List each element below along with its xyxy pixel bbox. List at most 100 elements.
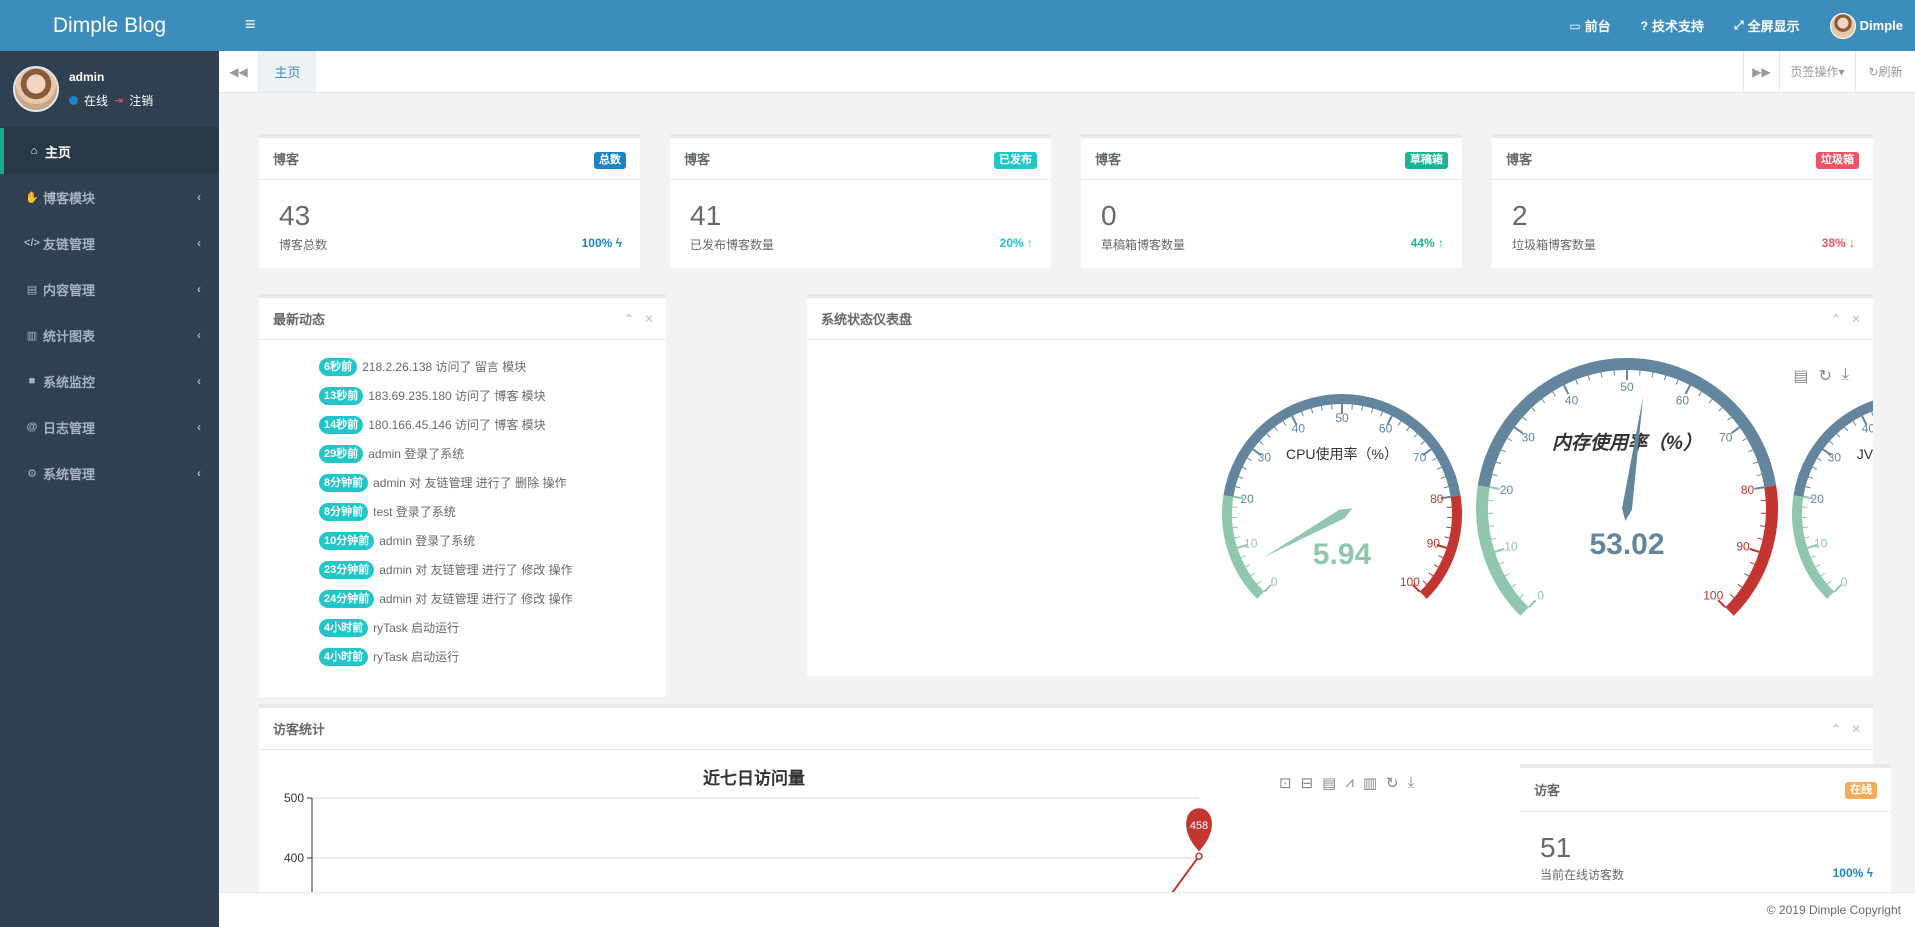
gauge-tick [1398,421,1401,425]
chevron-left-icon: ‹ [197,466,201,480]
gauge-tick-label: 0 [1537,588,1544,602]
menu-toggle-icon[interactable]: ≡ [245,14,256,35]
sidebar-item-1[interactable]: ✋ 博客模块 ‹ [0,174,219,220]
gauge-tick [1239,477,1244,479]
gauge-tick [1501,450,1506,452]
gauge-tick [1827,581,1831,584]
zoom-icon[interactable]: ⊡ [1279,774,1292,792]
gauge-tick [1233,527,1238,528]
gauge-tick [1371,408,1372,413]
activity-text: admin 登录了系统 [368,445,464,462]
sidebar-item-0[interactable]: ⌂ 主页 [0,128,219,174]
gauge-tick-label: 30 [1258,451,1272,465]
sidebar-item-label: 友链管理 [43,234,95,253]
gauge-tick [1553,392,1556,396]
gauge-tick [1491,538,1496,539]
data-point [1196,853,1202,859]
restore-icon[interactable]: ↻ [1386,774,1399,792]
visitor-title: 访客统计 [273,719,325,738]
stat-label: 垃圾箱博客数量 [1512,236,1596,253]
main-content: 博客 总数 43 博客总数 100% ϟ 博客 已发布 41 已发布博客数量 20% ↑ 博客 草稿箱… [219,94,1915,892]
gauge-tick [1444,487,1449,488]
sign-out-icon[interactable]: ⇥ [114,94,123,107]
gauge-tick [1446,527,1451,528]
stat-percent: 100% ϟ [582,236,622,250]
gauge-tick [1257,581,1261,584]
activity-text: admin 登录了系统 [379,532,475,549]
top-link-0[interactable]: ▭ 前台 [1569,16,1610,35]
gauge-tick [1512,584,1516,587]
y-tick-label: 400 [284,851,304,865]
zoom-reset-icon[interactable]: ⊟ [1301,774,1314,792]
collapse-icon[interactable]: ⌃ [624,312,634,326]
user-panel: admin 在线 ⇥ 注销 [0,51,219,128]
online-dot-icon [69,96,78,105]
collapse-icon[interactable]: ⌃ [1831,312,1841,326]
sidebar-item-2[interactable]: </> 友链管理 ‹ [0,220,219,266]
sidebar-item-3[interactable]: ▤ 内容管理 ‹ [0,266,219,312]
gauge-tick [1438,556,1443,558]
gauge-tick [1490,487,1500,489]
close-icon[interactable]: ✕ [1851,312,1861,326]
gauge-tick [1242,467,1247,469]
gauge-tick [1532,408,1535,412]
activity-text: admin 对 友链管理 进行了 删除 操作 [373,474,566,491]
list-item: 13秒前 183.69.235.180 访问了 博客 模块 [319,381,666,410]
tab-refresh-button[interactable]: ↻刷新 [1855,51,1915,92]
gauge-2: 0102030405060708090100JVM使用率（%）54.31 [1797,399,1873,595]
gauge-tick [1267,434,1270,438]
gauge-tick [1423,581,1427,584]
gauge-tick [1529,600,1536,607]
gauge-name: 内存使用率（%） [1552,432,1702,454]
tab-home[interactable]: 主页 [259,51,316,92]
hand-icon: ✋ [24,191,40,204]
gauge-tick [1758,538,1763,539]
desktop-icon: ▭ [1569,19,1580,33]
collapse-icon[interactable]: ⌃ [1831,722,1841,736]
gauge-tick [1754,487,1764,489]
top-link-2[interactable]: ⤢ 全屏显示 [1734,16,1800,35]
line-type-icon[interactable]: ⩘ [1345,774,1353,792]
data-view-icon[interactable]: ▤ [1322,774,1336,792]
close-icon[interactable]: ✕ [644,312,654,326]
bar-type-icon[interactable]: ▥ [1363,774,1377,792]
chart-title: 近七日访问量 [703,768,805,788]
stat-card: 博客 总数 43 博客总数 100% ϟ [259,134,640,268]
tab-scroll-left-icon[interactable]: ◀◀ [219,51,259,92]
time-badge: 10分钟前 [319,532,374,550]
sidebar-item-label: 系统管理 [43,464,95,483]
brand-logo[interactable]: Dimple Blog [0,0,219,51]
top-link-1[interactable]: ? 技术支持 [1641,16,1704,35]
chevron-left-icon: ‹ [197,236,201,250]
user-name[interactable]: admin [69,70,153,84]
close-icon[interactable]: ✕ [1851,722,1861,736]
visitor-panel: 访客统计 ⌃ ✕ 近七日访问量 500 400 458 ⊡ ⊟ ▤ ⩘ ▥ ↻ ⤓ 访客… [259,704,1873,892]
avatar[interactable] [13,66,59,112]
sidebar-item-6[interactable]: @ 日志管理 ‹ [0,404,219,450]
gauge-tick-label: 90 [1736,540,1750,554]
download-icon[interactable]: ⤓ [1408,774,1415,792]
online-visitor-label: 当前在线访客数 [1540,866,1624,883]
user-menu[interactable]: Dimple [1830,13,1903,39]
gauge-tick-label: 90 [1427,537,1441,551]
gauge-tick-label: 70 [1719,430,1733,444]
logout-link[interactable]: 注销 [129,92,153,109]
tab-scroll-right-icon[interactable]: ▶▶ [1743,51,1779,92]
sidebar-item-5[interactable]: ■ 系统监控 ‹ [0,358,219,404]
gauge-tick-label: 10 [1244,537,1258,551]
gauge-tick [1728,417,1732,420]
gauge-tick [1845,427,1848,431]
gauge-value: 5.94 [1313,538,1372,571]
activity-panel: 最新动态 ⌃ ✕ 6秒前 218.2.26.138 访问了 留言 模块 13秒前 183… [259,294,666,697]
gauge-tick [1496,462,1501,464]
chevron-left-icon: ‹ [197,190,201,204]
gauge-tick [1381,412,1383,417]
sidebar-item-4[interactable]: ▥ 统计图表 ‹ [0,312,219,358]
fullscreen-icon: ⤢ [1734,18,1744,33]
sidebar-menu: ⌂ 主页 ✋ 博客模块 ‹ </> 友链管理 ‹ ▤ 内容管理 ‹ ▥ 统计图表 ‹ ■ 系统监控 ‹ @ 日志管理… [0,128,219,496]
sidebar-item-7[interactable]: ⚙ 系统管理 ‹ [0,450,219,496]
home-icon: ⌂ [26,145,42,157]
tab-operations-dropdown[interactable]: 页签操作▾ [1779,51,1855,92]
gauge-tick [1414,434,1417,438]
time-badge: 29秒前 [319,445,363,463]
